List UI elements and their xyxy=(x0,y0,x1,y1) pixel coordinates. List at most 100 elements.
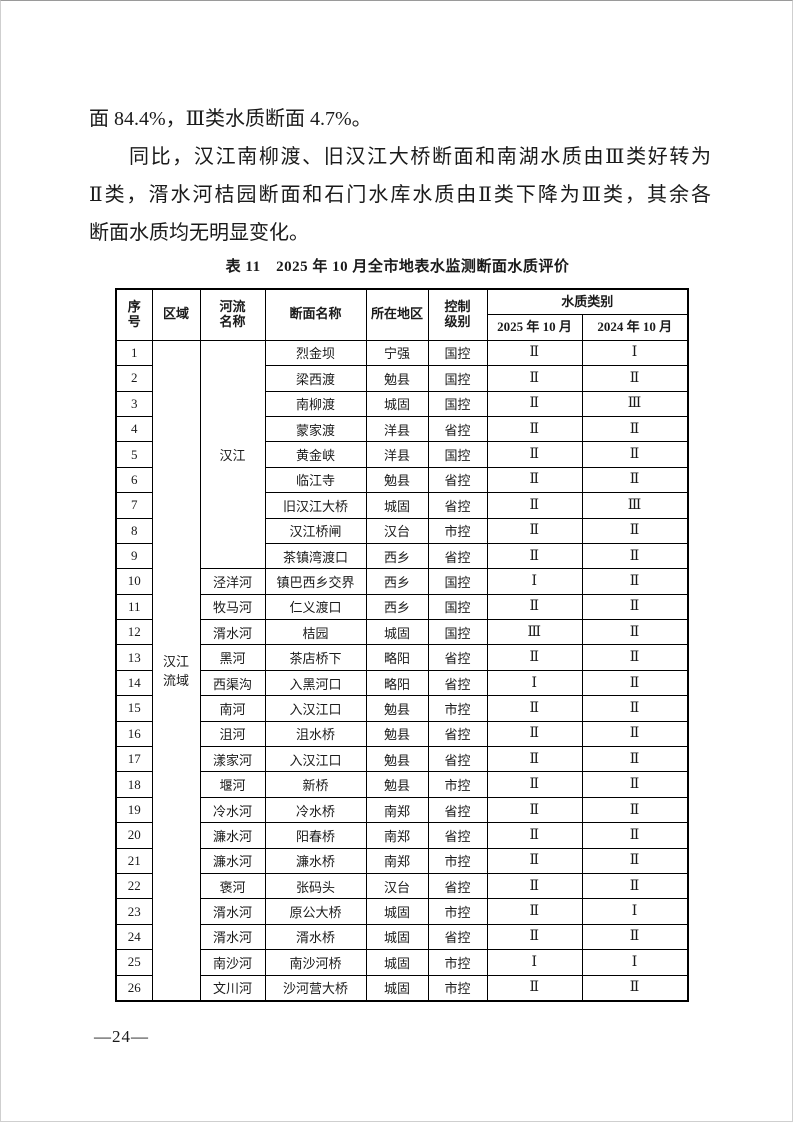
body-text-line: 断面水质均无明显变化。 xyxy=(89,222,309,244)
cell-quality-2024: Ⅱ xyxy=(581,466,689,494)
cell-river: 西渠沟 xyxy=(199,669,266,697)
cell-river: 漾家河 xyxy=(199,746,266,773)
cell-control: 省控 xyxy=(427,746,488,773)
cell-section: 茶店桥下 xyxy=(264,644,367,671)
cell-location: 洋县 xyxy=(365,415,429,443)
cell-location: 勉县 xyxy=(365,466,429,494)
cell-no: 7 xyxy=(115,492,153,519)
cell-section: 原公大桥 xyxy=(264,898,367,925)
table-row: 16 沮河 沮水桥 勉县 省控 Ⅱ Ⅱ xyxy=(115,720,689,748)
cell-quality-2025: Ⅲ xyxy=(486,619,583,646)
cell-no: 20 xyxy=(115,822,153,849)
cell-section: 入汉江口 xyxy=(264,695,367,722)
cell-no: 4 xyxy=(115,415,153,443)
cell-quality-2024: Ⅱ xyxy=(581,669,689,697)
cell-quality-2025: Ⅱ xyxy=(486,720,583,748)
cell-section: 张码头 xyxy=(264,872,367,900)
table-row: 20 濂水河 阳春桥 南郑 省控 Ⅱ Ⅱ xyxy=(115,822,689,849)
table-row: 12 湑水河 桔园 城固 国控 Ⅲ Ⅱ xyxy=(115,619,689,646)
cell-section: 阳春桥 xyxy=(264,822,367,849)
cell-river: 湑水河 xyxy=(199,923,266,951)
cell-no: 19 xyxy=(115,796,153,824)
cell-river: 濂水河 xyxy=(199,822,266,849)
cell-no: 23 xyxy=(115,898,153,925)
water-quality-table: 序 号 区域 河流 名称 断面名称 所在地区 控制 级别 水质类别 2025 年… xyxy=(115,288,690,1002)
body-text-block: 面 84.4%，Ⅲ类水质断面 4.7%。 同比，汉江南柳渡、旧汉江大桥断面和南湖水… xyxy=(89,100,711,252)
table-header: 序 号 区域 河流 名称 断面名称 所在地区 控制 级别 水质类别 2025 年… xyxy=(115,288,689,341)
cell-quality-2025: Ⅱ xyxy=(486,822,583,849)
cell-quality-2025: Ⅱ xyxy=(486,796,583,824)
cell-control: 省控 xyxy=(427,644,488,671)
cell-section: 沮水桥 xyxy=(264,720,367,748)
table-row: 3 南柳渡 城固 国控 Ⅱ Ⅲ xyxy=(115,390,689,417)
cell-section: 旧汉江大桥 xyxy=(264,492,367,519)
cell-river: 堰河 xyxy=(199,771,266,798)
col-header-river: 河流 名称 xyxy=(199,288,266,341)
cell-quality-2025: Ⅱ xyxy=(486,441,583,468)
col-header-2025: 2025 年 10 月 xyxy=(486,314,583,341)
table-row: 25 南沙河 南沙河桥 城固 市控 Ⅰ Ⅰ xyxy=(115,949,689,976)
cell-quality-2025: Ⅱ xyxy=(486,695,583,722)
cell-quality-2024: Ⅱ xyxy=(581,796,689,824)
cell-no: 15 xyxy=(115,695,153,722)
cell-no: 26 xyxy=(115,974,153,1002)
cell-section: 沙河营大桥 xyxy=(264,974,367,1002)
cell-control: 市控 xyxy=(427,974,488,1002)
cell-quality-2024: Ⅱ xyxy=(581,923,689,951)
cell-quality-2025: Ⅱ xyxy=(486,593,583,621)
cell-location: 城固 xyxy=(365,390,429,417)
cell-river: 沮河 xyxy=(199,720,266,748)
cell-control: 国控 xyxy=(427,339,488,367)
cell-quality-2025: Ⅱ xyxy=(486,644,583,671)
cell-section: 桔园 xyxy=(264,619,367,646)
cell-river: 文川河 xyxy=(199,974,266,1002)
cell-no: 12 xyxy=(115,619,153,646)
cell-location: 勉县 xyxy=(365,720,429,748)
cell-quality-2025: Ⅱ xyxy=(486,517,583,544)
cell-quality-2024: Ⅱ xyxy=(581,822,689,849)
cell-section: 南柳渡 xyxy=(264,390,367,417)
cell-control: 国控 xyxy=(427,390,488,417)
cell-control: 省控 xyxy=(427,796,488,824)
cell-section: 冷水桥 xyxy=(264,796,367,824)
cell-no: 5 xyxy=(115,441,153,468)
cell-section: 南沙河桥 xyxy=(264,949,367,976)
cell-location: 城固 xyxy=(365,492,429,519)
table-title: 表 11 2025 年 10 月全市地表水监测断面水质评价 xyxy=(225,259,570,275)
cell-no: 3 xyxy=(115,390,153,417)
cell-location: 勉县 xyxy=(365,746,429,773)
header-row-1: 序 号 区域 河流 名称 断面名称 所在地区 控制 级别 水质类别 xyxy=(115,288,689,341)
cell-no: 18 xyxy=(115,771,153,798)
cell-river: 湑水河 xyxy=(199,619,266,646)
cell-quality-2024: Ⅱ xyxy=(581,872,689,900)
table-row: 19 冷水河 冷水桥 南郑 省控 Ⅱ Ⅱ xyxy=(115,796,689,824)
cell-section: 汉江桥闸 xyxy=(264,517,367,544)
cell-quality-2025: Ⅱ xyxy=(486,771,583,798)
body-text-line: 面 84.4%，Ⅲ类水质断面 4.7%。 xyxy=(89,108,372,130)
cell-location: 勉县 xyxy=(365,365,429,392)
cell-control: 市控 xyxy=(427,847,488,874)
col-header-quality-group: 水质类别 xyxy=(486,288,689,316)
cell-quality-2024: Ⅱ xyxy=(581,847,689,874)
cell-control: 省控 xyxy=(427,415,488,443)
cell-river: 泾洋河 xyxy=(199,568,266,595)
table-row: 4 蒙家渡 洋县 省控 Ⅱ Ⅱ xyxy=(115,415,689,443)
cell-river: 湑水河 xyxy=(199,898,266,925)
cell-location: 南郑 xyxy=(365,847,429,874)
cell-control: 省控 xyxy=(427,669,488,697)
cell-river: 牧马河 xyxy=(199,593,266,621)
col-header-2024: 2024 年 10 月 xyxy=(581,314,689,341)
cell-location: 城固 xyxy=(365,949,429,976)
table-row: 8 汉江桥闸 汉台 市控 Ⅱ Ⅱ xyxy=(115,517,689,544)
table-row: 15 南河 入汉江口 勉县 市控 Ⅱ Ⅱ xyxy=(115,695,689,722)
cell-control: 市控 xyxy=(427,898,488,925)
cell-quality-2024: Ⅰ xyxy=(581,949,689,976)
cell-section: 濂水桥 xyxy=(264,847,367,874)
cell-quality-2025: Ⅱ xyxy=(486,390,583,417)
cell-section: 黄金峡 xyxy=(264,441,367,468)
cell-quality-2024: Ⅱ xyxy=(581,568,689,595)
cell-location: 略阳 xyxy=(365,644,429,671)
cell-river: 黑河 xyxy=(199,644,266,671)
cell-quality-2024: Ⅱ xyxy=(581,720,689,748)
cell-section: 烈金坝 xyxy=(264,339,367,367)
